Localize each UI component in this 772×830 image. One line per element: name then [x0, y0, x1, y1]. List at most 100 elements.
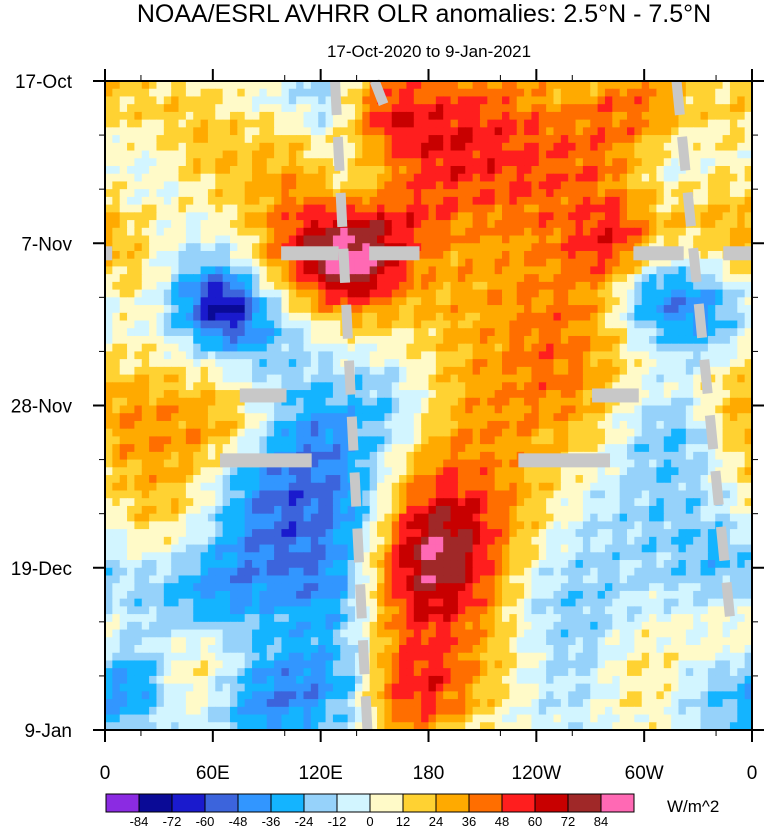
- heat-cell: [612, 173, 621, 183]
- heat-cell: [377, 436, 385, 445]
- heat-cell: [347, 289, 356, 298]
- heat-cell: [597, 111, 606, 121]
- heat-cell: [435, 498, 444, 507]
- heat-cell: [421, 405, 430, 414]
- heat-cell: [715, 181, 724, 190]
- heat-cell: [524, 297, 533, 306]
- heat-cell: [406, 266, 415, 275]
- heat-cell: [399, 96, 408, 105]
- heat-cell: [178, 235, 187, 244]
- heat-cell: [685, 382, 694, 391]
- heat-cell: [156, 413, 165, 422]
- heat-cell: [737, 204, 746, 213]
- heat-cell: [612, 436, 621, 445]
- heat-cell: [582, 490, 591, 499]
- heat-cell: [281, 490, 290, 499]
- heat-cell: [185, 196, 194, 206]
- heat-cell: [612, 274, 621, 283]
- heat-cell: [678, 459, 687, 468]
- heat-cell: [590, 235, 599, 244]
- heat-cell: [112, 490, 121, 499]
- heat-cell: [325, 204, 334, 213]
- heat-cell: [597, 189, 606, 198]
- heat-cell: [685, 266, 694, 275]
- heat-cell: [193, 390, 202, 399]
- heat-cell: [546, 382, 555, 391]
- heat-cell: [406, 289, 415, 298]
- heat-cell: [487, 119, 496, 128]
- heat-cell: [531, 382, 540, 391]
- heat-cell: [502, 250, 510, 260]
- heat-cell: [252, 135, 260, 144]
- heat-cell: [127, 119, 136, 128]
- heat-cell: [252, 227, 260, 237]
- heat-cell: [443, 343, 452, 353]
- heat-cell: [266, 96, 275, 105]
- heat-cell: [274, 498, 283, 507]
- heat-cell: [715, 305, 724, 314]
- heat-cell: [479, 289, 488, 298]
- heat-cell: [303, 181, 312, 190]
- heat-cell: [369, 96, 378, 105]
- heat-cell: [531, 359, 540, 368]
- heat-cell: [634, 227, 643, 237]
- heat-cell: [207, 127, 216, 136]
- heat-cell: [472, 250, 481, 260]
- heat-cell: [479, 467, 488, 476]
- heat-cell: [656, 111, 665, 121]
- heat-cell: [619, 359, 628, 368]
- heat-cell: [502, 498, 510, 507]
- heat-cell: [119, 451, 128, 461]
- heat-cell: [619, 96, 628, 105]
- heat-cell: [619, 343, 628, 353]
- heat-cell: [207, 390, 216, 399]
- heat-cell: [524, 281, 533, 291]
- heat-cell: [281, 88, 290, 98]
- heat-cell: [619, 320, 628, 329]
- heat-cell: [252, 142, 260, 152]
- heat-cell: [266, 374, 275, 383]
- heat-cell: [141, 420, 150, 430]
- heat-cell: [582, 274, 591, 283]
- heat-cell: [332, 351, 341, 360]
- heat-cell: [560, 227, 569, 237]
- heat-cell: [156, 204, 165, 213]
- heat-cell: [193, 243, 202, 252]
- heat-cell: [237, 343, 246, 353]
- heat-cell: [406, 104, 415, 113]
- heat-cell: [384, 196, 393, 206]
- heat-cell: [266, 513, 275, 522]
- heat-cell: [207, 250, 216, 260]
- heat-cell: [399, 428, 408, 438]
- heat-cell: [531, 289, 540, 298]
- heat-cell: [656, 258, 665, 268]
- heat-cell: [237, 297, 246, 306]
- heat-cell: [494, 413, 503, 422]
- heat-cell: [641, 505, 650, 515]
- heat-cell: [685, 405, 694, 414]
- heat-cell: [105, 227, 113, 237]
- heat-cell: [288, 81, 297, 90]
- heat-cell: [597, 405, 606, 414]
- heat-cell: [597, 351, 606, 360]
- heat-cell: [406, 297, 415, 306]
- heat-cell: [318, 320, 327, 329]
- heat-cell: [222, 382, 231, 391]
- heat-cell: [457, 81, 466, 90]
- heat-cell: [244, 413, 253, 422]
- heat-cell: [524, 104, 533, 113]
- heat-cell: [325, 459, 334, 468]
- heat-cell: [185, 413, 194, 422]
- heat-cell: [553, 150, 562, 159]
- heat-cell: [296, 320, 305, 329]
- heat-cell: [119, 158, 128, 167]
- heat-cell: [163, 289, 172, 298]
- heat-cell: [472, 274, 481, 283]
- heat-cell: [149, 289, 158, 298]
- heat-cell: [185, 390, 194, 399]
- heat-cell: [281, 181, 290, 190]
- heat-cell: [560, 196, 569, 206]
- heat-cell: [421, 266, 430, 275]
- heat-cell: [119, 212, 128, 221]
- heat-cell: [729, 359, 738, 368]
